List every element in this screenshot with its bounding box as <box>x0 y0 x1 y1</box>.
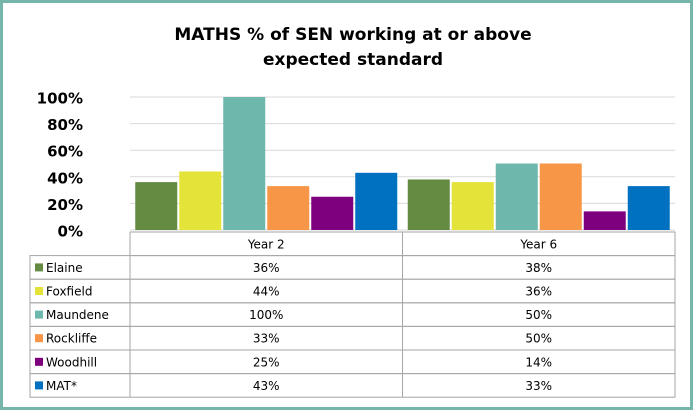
y-tick-label: 60% <box>47 143 83 161</box>
table-row <box>29 373 676 398</box>
bar <box>267 186 310 230</box>
value-label: 100% <box>249 308 283 322</box>
value-label: 33% <box>253 332 280 346</box>
legend-label: Elaine <box>46 261 83 275</box>
table-row <box>29 302 676 327</box>
x-tick-label: Year 2 <box>247 237 285 251</box>
bar <box>495 163 538 230</box>
legend-label: Rockliffe <box>46 332 97 346</box>
bar <box>311 196 354 230</box>
bar <box>407 179 450 230</box>
value-label: 14% <box>525 355 552 369</box>
legend-key <box>35 287 43 295</box>
value-label: 36% <box>525 285 552 299</box>
bar <box>539 163 582 230</box>
bar <box>583 211 626 230</box>
value-label: 50% <box>525 332 552 346</box>
table-row <box>29 255 676 280</box>
y-tick-label: 80% <box>47 116 83 134</box>
value-label: 38% <box>525 261 552 275</box>
value-label: 43% <box>253 379 280 393</box>
chart-title: MATHS % of SEN working at or above expec… <box>174 25 532 70</box>
y-tick-label: 0% <box>58 223 83 241</box>
legend-key <box>35 381 43 390</box>
bar <box>451 182 494 230</box>
bar <box>223 97 266 230</box>
table-row <box>29 349 676 375</box>
legend-label: MAT* <box>46 379 77 393</box>
legend-key <box>35 310 43 319</box>
bar <box>355 172 398 230</box>
legend-key <box>35 357 43 366</box>
table-row <box>29 325 676 351</box>
table-row <box>29 278 676 304</box>
legend-label: Woodhill <box>46 355 97 369</box>
x-tick-label: Year 6 <box>519 237 557 251</box>
legend-key <box>35 263 43 272</box>
y-tick-label: 20% <box>47 196 83 214</box>
value-label: 33% <box>525 379 552 393</box>
chart: 0% 20% 40% 60% 80% 100% Year 2 Year 6 Elaine 36% 3… <box>29 90 676 398</box>
bar <box>627 186 670 230</box>
legend-label: Foxfield <box>46 285 92 299</box>
value-label: 44% <box>253 285 280 299</box>
value-label: 50% <box>525 308 552 322</box>
value-label: 25% <box>253 355 280 369</box>
bar <box>135 182 178 230</box>
legend-label: Maundene <box>46 308 109 322</box>
y-tick-label: 100% <box>37 90 83 108</box>
legend-key <box>35 334 43 343</box>
y-tick-label: 40% <box>47 169 83 187</box>
bar <box>179 171 222 230</box>
value-label: 36% <box>253 261 280 275</box>
